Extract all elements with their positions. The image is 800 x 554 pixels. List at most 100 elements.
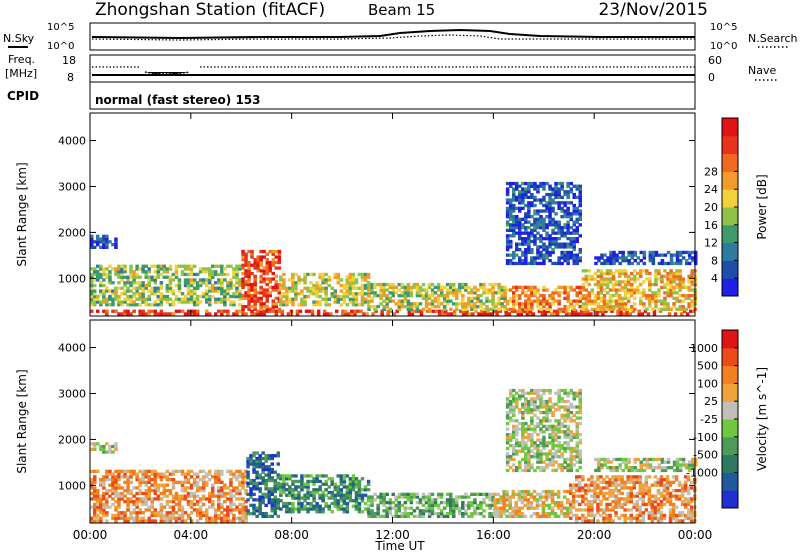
heatmap-cell bbox=[150, 511, 154, 515]
heatmap-cell bbox=[633, 277, 637, 281]
heatmap-cell bbox=[211, 486, 215, 490]
heatmap-cell bbox=[518, 220, 522, 224]
heatmap-cell bbox=[258, 501, 262, 505]
heatmap-cell bbox=[297, 493, 301, 497]
heatmap-cell bbox=[192, 491, 197, 496]
heatmap-cell bbox=[208, 491, 212, 496]
heatmap-cell bbox=[539, 402, 543, 406]
heatmap-cell bbox=[536, 291, 540, 295]
heatmap-cell bbox=[255, 456, 259, 461]
heatmap-cell bbox=[527, 184, 531, 188]
heatmap-cell bbox=[153, 289, 157, 293]
colorbar-tick-label: 24 bbox=[704, 183, 718, 196]
heatmap-cell bbox=[467, 506, 471, 510]
heatmap-cell bbox=[593, 489, 597, 493]
heatmap-cell bbox=[474, 309, 478, 313]
heatmap-cell bbox=[614, 291, 619, 295]
heatmap-cell bbox=[300, 507, 304, 511]
heatmap-cell bbox=[195, 508, 200, 512]
heatmap-cell bbox=[150, 289, 154, 293]
heatmap-cell bbox=[255, 451, 259, 455]
heatmap-cell bbox=[217, 286, 221, 290]
heatmap-cell bbox=[544, 489, 549, 494]
heatmap-cell bbox=[300, 496, 304, 500]
heatmap-cell bbox=[264, 467, 268, 472]
heatmap-cell bbox=[548, 250, 552, 255]
heatmap-cell bbox=[141, 497, 145, 501]
heatmap-cell bbox=[412, 514, 417, 518]
heatmap-cell bbox=[265, 271, 269, 276]
heatmap-cell bbox=[424, 299, 429, 303]
heatmap-cell bbox=[567, 312, 572, 316]
heatmap-cell bbox=[189, 278, 194, 282]
heatmap-cell bbox=[479, 302, 483, 306]
heatmap-cell bbox=[641, 486, 646, 490]
heatmap-cell bbox=[608, 299, 613, 303]
heatmap-cell bbox=[262, 305, 266, 309]
heatmap-cell bbox=[572, 446, 576, 451]
heatmap-cell bbox=[300, 300, 304, 304]
heatmap-cell bbox=[449, 288, 453, 292]
heatmap-cell bbox=[639, 274, 643, 278]
heatmap-cell bbox=[271, 252, 275, 256]
heatmap-cell bbox=[298, 309, 303, 313]
heatmap-cell bbox=[406, 299, 411, 303]
heatmap-cell bbox=[536, 460, 540, 464]
cpid-panel bbox=[89, 81, 696, 110]
heatmap-cell bbox=[587, 269, 592, 273]
heatmap-cell bbox=[433, 498, 438, 502]
heatmap-cell bbox=[165, 502, 170, 507]
heatmap-cell bbox=[691, 250, 695, 255]
heatmap-cell bbox=[620, 491, 624, 496]
heatmap-cell bbox=[671, 513, 676, 518]
heatmap-cell bbox=[238, 281, 242, 285]
heatmap-cell bbox=[238, 489, 242, 493]
heatmap-cell bbox=[543, 312, 548, 316]
heatmap-cell bbox=[584, 519, 588, 523]
heatmap-cell bbox=[521, 231, 525, 235]
heatmap-cell bbox=[482, 498, 486, 502]
heatmap-cell bbox=[297, 292, 301, 296]
heatmap-cell bbox=[512, 198, 516, 202]
heatmap-cell bbox=[339, 294, 344, 299]
heatmap-cell bbox=[111, 297, 115, 301]
heatmap-cell bbox=[177, 286, 182, 290]
heatmap-cell bbox=[536, 261, 540, 266]
heatmap-cell bbox=[117, 312, 121, 316]
heatmap-cell bbox=[541, 509, 546, 513]
heatmap-cell bbox=[617, 271, 622, 276]
heatmap-cell bbox=[324, 286, 328, 290]
heatmap-cell bbox=[223, 300, 227, 304]
heatmap-cell bbox=[524, 446, 528, 451]
heatmap-cell bbox=[602, 280, 607, 284]
heatmap-cell bbox=[132, 519, 136, 523]
heatmap-cell bbox=[96, 508, 100, 512]
heatmap-cell bbox=[581, 307, 586, 311]
heatmap-cell bbox=[560, 181, 564, 186]
heatmap-cell bbox=[365, 312, 369, 316]
heatmap-cell bbox=[545, 234, 549, 238]
heatmap-cell bbox=[249, 503, 253, 507]
heatmap-cell bbox=[529, 501, 534, 505]
heatmap-cell bbox=[141, 267, 145, 271]
heatmap-cell bbox=[342, 297, 347, 301]
heatmap-cell bbox=[686, 489, 691, 493]
heatmap-cell bbox=[123, 489, 127, 493]
heatmap-cell bbox=[244, 260, 248, 265]
heatmap-cell bbox=[315, 510, 319, 514]
heatmap-cell bbox=[581, 305, 586, 309]
heatmap-cell bbox=[605, 305, 610, 309]
heatmap-cell bbox=[587, 500, 591, 504]
heatmap-cell bbox=[512, 231, 516, 235]
heatmap-cell bbox=[330, 286, 334, 290]
heatmap-cell bbox=[675, 269, 679, 273]
heatmap-cell bbox=[578, 212, 582, 216]
heatmap-cell bbox=[548, 195, 552, 199]
heatmap-cell bbox=[657, 294, 661, 298]
heatmap-cell bbox=[479, 503, 483, 507]
heatmap-cell bbox=[681, 256, 686, 260]
heatmap-cell bbox=[496, 512, 500, 516]
heatmap-cell bbox=[690, 505, 694, 509]
heatmap-cell bbox=[208, 478, 212, 482]
heatmap-cell bbox=[524, 237, 528, 241]
